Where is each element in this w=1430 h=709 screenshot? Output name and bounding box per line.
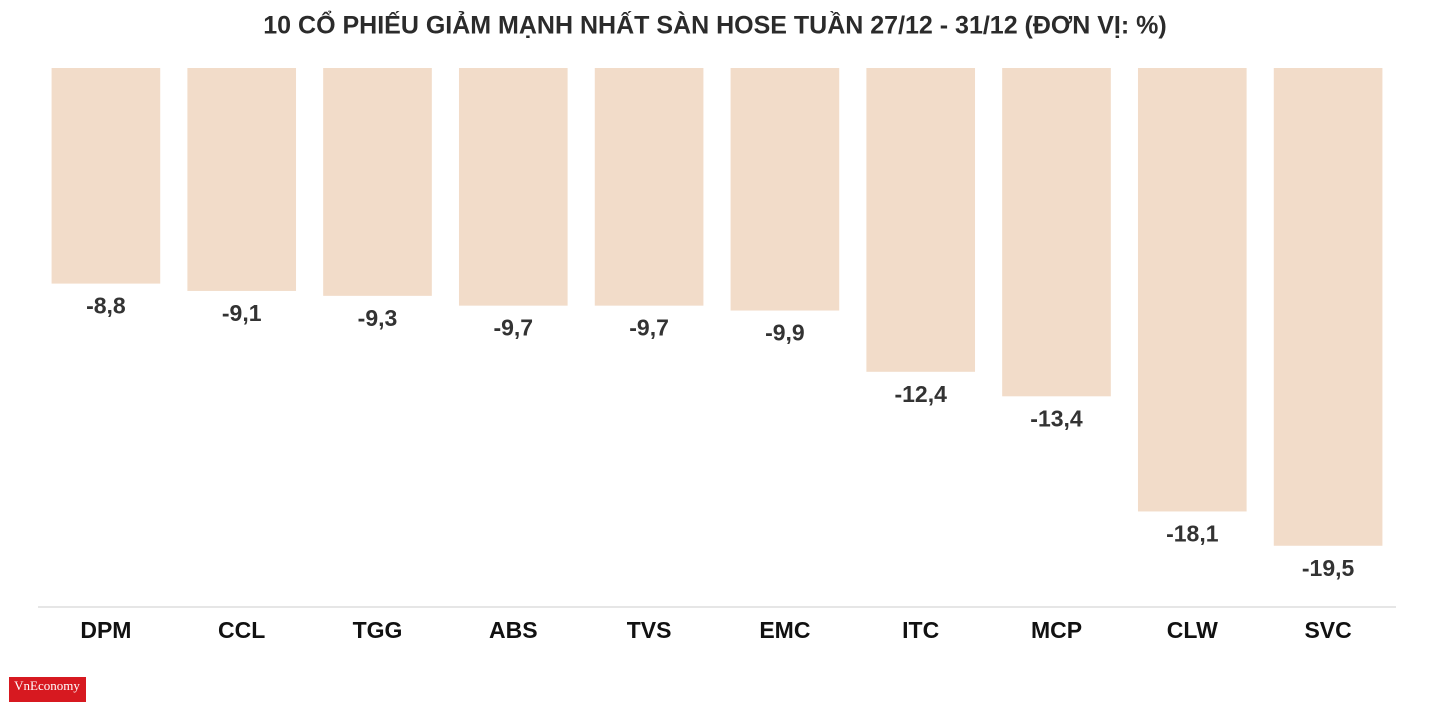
bar [187,68,297,291]
x-tick-label: DPM [80,617,131,643]
x-tick-label: CLW [1167,617,1218,643]
bar [323,68,432,296]
bar [51,68,161,284]
bar [730,68,840,311]
x-tick-label: SVC [1304,617,1351,643]
value-label: -9,9 [765,320,805,346]
value-label: -9,7 [629,315,669,341]
logo: VnEconomy [14,678,80,693]
x-tick-label: TGG [353,617,403,643]
value-label: -18,1 [1166,521,1219,547]
value-label: -12,4 [894,381,947,407]
bar [866,68,976,372]
chart-title: 10 CỔ PHIẾU GIẢM MẠNH NHẤT SÀN HOSE TUẦN… [263,10,1166,40]
value-label: -9,3 [358,305,398,331]
logo-box [9,677,86,702]
x-tick-label: TVS [627,617,672,643]
x-tick-label: ITC [902,617,939,643]
x-tick-label: EMC [759,617,810,643]
x-tick-label: ABS [489,617,538,643]
bar [1002,68,1111,397]
x-tick-label: MCP [1031,617,1082,643]
value-label: -9,7 [493,315,533,341]
value-label: -13,4 [1030,405,1083,431]
value-label: -9,1 [222,300,262,326]
x-tick-label: CCL [218,617,265,643]
bar [1273,68,1383,546]
value-label: -8,8 [86,293,126,319]
bar [1137,68,1247,512]
bar [458,68,568,306]
value-label: -19,5 [1302,555,1355,581]
bar [594,68,704,306]
